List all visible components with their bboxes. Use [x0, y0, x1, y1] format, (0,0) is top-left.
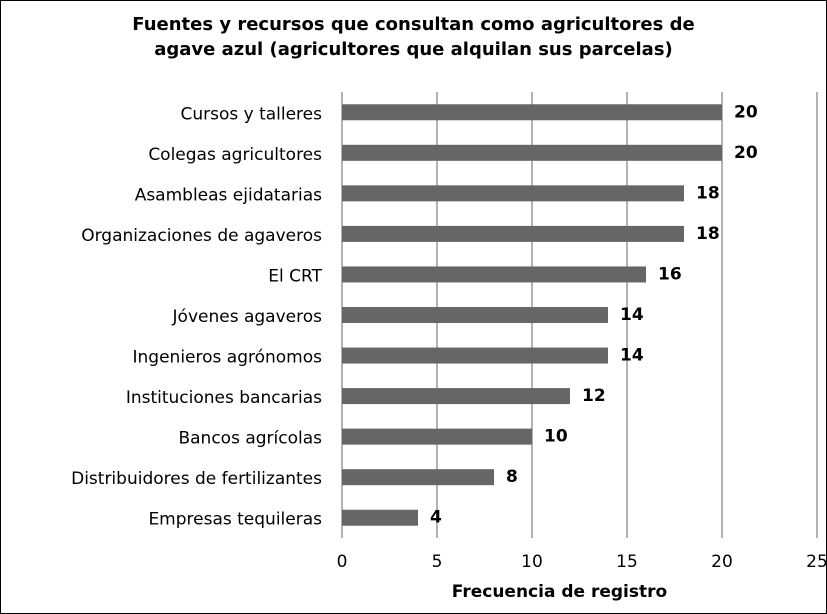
- data-label: 10: [544, 427, 568, 447]
- y-tick-label: Empresas tequileras: [148, 510, 322, 530]
- x-tick-label: 25: [806, 552, 827, 572]
- data-label: 4: [430, 508, 442, 528]
- bar: [342, 307, 608, 323]
- data-label: 18: [696, 183, 720, 203]
- y-tick-label: Distribuidores de fertilizantes: [71, 469, 322, 489]
- data-label: 16: [658, 264, 682, 284]
- y-tick-label: Cursos y talleres: [180, 104, 322, 124]
- bar: [342, 469, 494, 486]
- y-tick-label: El CRT: [268, 266, 322, 286]
- bar: [342, 388, 570, 405]
- bar: [342, 509, 418, 526]
- bar: [342, 185, 684, 202]
- y-tick-label: Ingenieros agrónomos: [133, 348, 323, 368]
- chart-title: Fuentes y recursos que consultan como ag…: [132, 14, 695, 60]
- y-tick-label: Instituciones bancarias: [126, 388, 322, 408]
- y-tick-label: Asambleas ejidatarias: [135, 185, 322, 205]
- bar: [342, 104, 722, 121]
- y-tick-label: Jóvenes agaveros: [172, 307, 323, 327]
- x-axis-title: Frecuencia de registro: [452, 582, 667, 602]
- y-tick-label: Colegas agricultores: [148, 145, 322, 165]
- y-tick-label: Bancos agrícolas: [178, 429, 322, 449]
- x-tick-label: 20: [711, 552, 733, 572]
- data-label: 20: [734, 143, 758, 163]
- data-label: 8: [506, 467, 518, 487]
- x-tick-label: 15: [616, 552, 638, 572]
- bar: [342, 428, 532, 445]
- data-label: 12: [582, 386, 606, 406]
- x-tick-label: 10: [521, 552, 543, 572]
- data-label: 14: [620, 346, 644, 366]
- bar: [342, 347, 608, 364]
- bar: [342, 144, 722, 161]
- x-tick-label: 0: [337, 552, 348, 572]
- y-tick-label: Organizaciones de agaveros: [81, 226, 322, 246]
- data-label: 14: [620, 305, 644, 325]
- data-label: 20: [734, 102, 758, 122]
- bar: [342, 266, 646, 283]
- bar: [342, 225, 684, 242]
- x-tick-label: 5: [432, 552, 443, 572]
- data-label: 18: [696, 224, 720, 244]
